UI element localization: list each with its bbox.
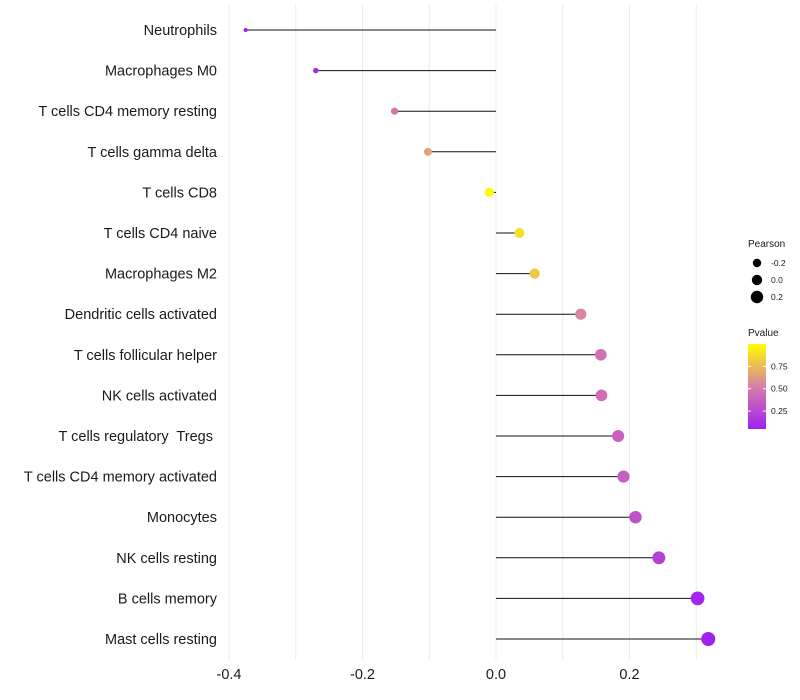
lollipop-point: [701, 632, 716, 646]
size-legend-key: [751, 274, 763, 286]
lollipop-point: [423, 147, 432, 156]
y-axis-labels: Neutrophils Macrophages M0 T cells CD4 mem…: [24, 23, 218, 648]
y-axis-label: T cells gamma delta: [88, 145, 218, 161]
lollipop-point: [313, 67, 319, 74]
lollipop-point: [690, 591, 705, 606]
lollipop-point: [484, 187, 494, 198]
size-legend-key: [750, 290, 764, 304]
lollipop-point: [390, 107, 399, 115]
size-legend-title: Pearson: [748, 239, 785, 250]
y-axis-label: T cells CD4 memory activated: [24, 470, 217, 486]
y-axis-label: T cells CD4 naive: [104, 226, 217, 242]
color-legend-label: 0.75: [771, 361, 788, 371]
lollipop-point: [595, 389, 608, 402]
y-axis-label: T cells follicular helper: [74, 348, 217, 364]
lollipop-point: [514, 228, 525, 238]
x-axis-tick-labels: -0.4 -0.2 0.0 0.2: [217, 667, 640, 683]
lollipop-point: [529, 268, 540, 279]
x-tick-label: -0.2: [350, 667, 375, 683]
color-legend-bar: [748, 344, 766, 429]
y-axis-label: NK cells activated: [102, 388, 217, 404]
size-legend: Pearson -0.2 0.0 0.2: [748, 239, 786, 304]
lollipop-point: [612, 429, 625, 443]
size-legend-label: 0.0: [771, 275, 783, 285]
color-legend-title: Pvalue: [748, 328, 779, 339]
size-legend-label: -0.2: [771, 258, 786, 268]
color-legend-label: 0.50: [771, 384, 788, 394]
grid-lines: [228, 5, 697, 660]
y-axis-label: T cells CD4 memory resting: [38, 104, 217, 120]
y-axis-label: B cells memory: [118, 591, 218, 607]
x-tick-label: 0.0: [486, 667, 506, 683]
lollipop-point: [594, 348, 607, 361]
color-legend-label: 0.25: [771, 406, 788, 416]
lollipop-points: [243, 28, 716, 646]
color-legend: Pvalue 0.25 0.50 0.75: [748, 328, 788, 429]
size-legend-label: 0.2: [771, 292, 783, 302]
lollipop-point: [652, 551, 666, 565]
lollipop-point: [629, 510, 642, 524]
lollipop-stems: [245, 29, 709, 640]
x-tick-label: 0.2: [619, 667, 639, 683]
lollipop-point: [575, 308, 587, 320]
y-axis-label: Macrophages M0: [105, 64, 217, 80]
y-axis-label: Monocytes: [147, 510, 217, 526]
size-legend-key: [752, 258, 762, 268]
y-axis-label: Neutrophils: [144, 23, 217, 39]
lollipop-point: [243, 28, 248, 32]
y-axis-label: T cells CD8: [142, 185, 217, 201]
y-axis-label: T cells regulatory Tregs: [59, 429, 218, 445]
y-axis-label: NK cells resting: [116, 551, 217, 567]
y-axis-label: Mast cells resting: [105, 632, 217, 648]
x-tick-label: -0.4: [217, 667, 242, 683]
y-axis-label: Dendritic cells activated: [65, 307, 217, 323]
y-axis-label: Macrophages M2: [105, 267, 217, 283]
lollipop-point: [617, 470, 630, 483]
